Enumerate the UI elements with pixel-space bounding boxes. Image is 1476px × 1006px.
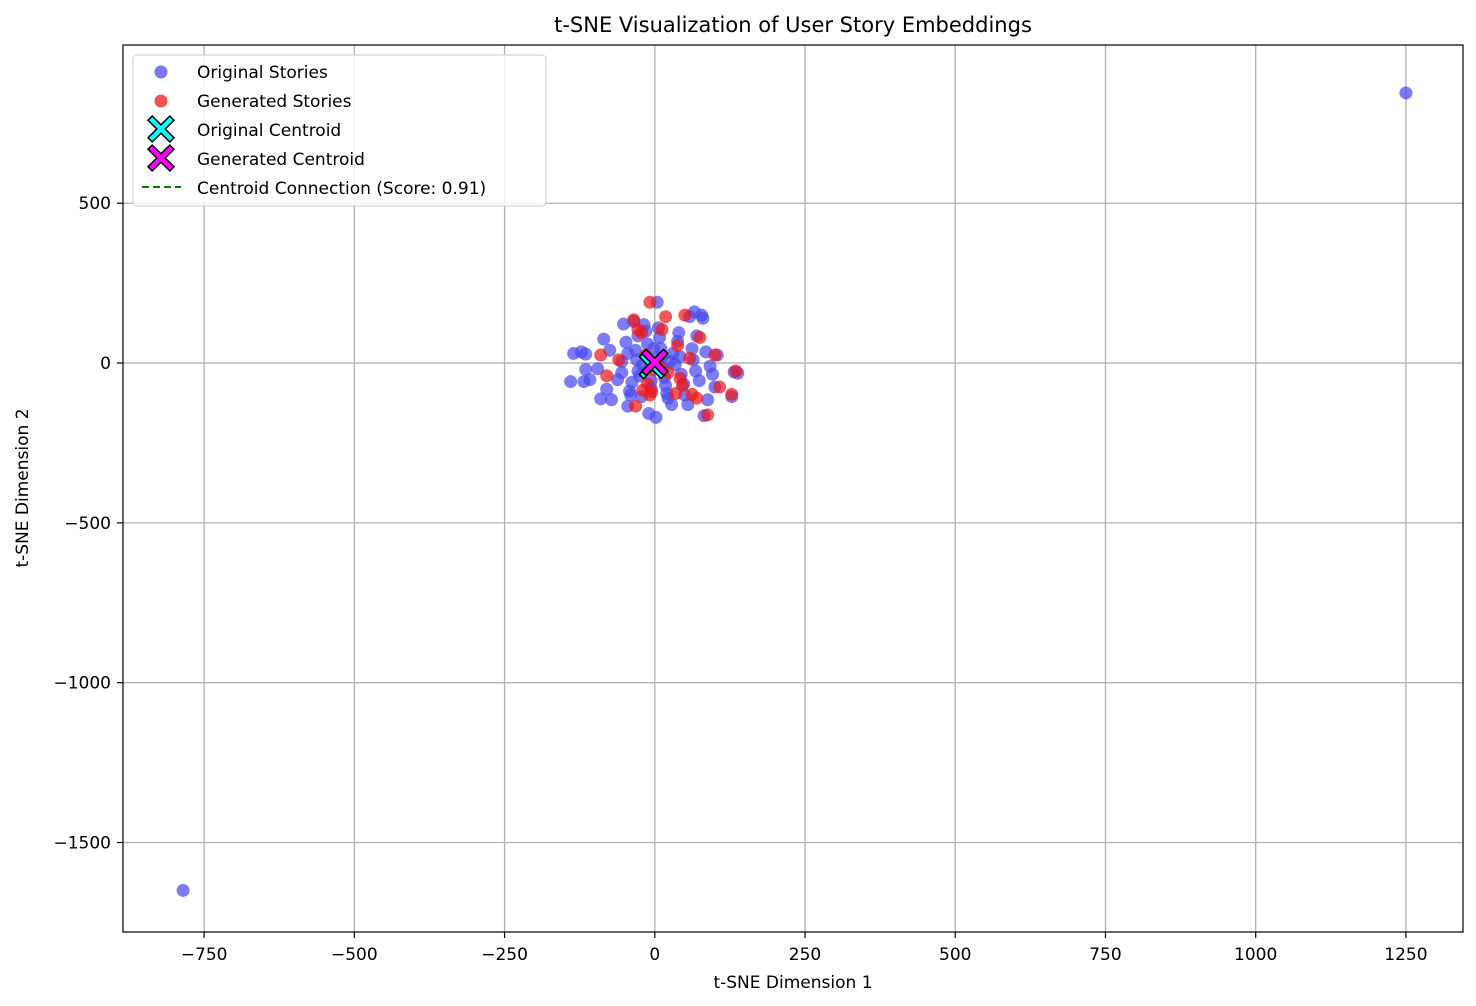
legend-box (132, 54, 547, 207)
original-story-point (649, 410, 663, 424)
original-story-point (615, 366, 629, 380)
y-tick-label: −1500 (53, 834, 111, 854)
y-tick-label: −500 (64, 514, 111, 534)
x-tick-label: 1000 (1234, 945, 1277, 965)
x-tick-label: −750 (181, 945, 228, 965)
generated-story-point (683, 351, 697, 365)
original-story-point (624, 388, 638, 402)
original-story-point (692, 374, 706, 388)
original-story-point (605, 393, 619, 407)
original-story-point (705, 367, 719, 381)
generated-story-point (655, 322, 669, 336)
original-story-point (600, 382, 614, 396)
generated-story-point (678, 308, 692, 322)
generated-story-point (635, 326, 649, 340)
original-story-point (672, 326, 686, 340)
original-story-point (701, 393, 715, 407)
y-tick-label: −1000 (53, 674, 111, 694)
original-story-point (663, 354, 677, 368)
legend-generated-marker (154, 94, 168, 108)
legend-original-centroid-label: Original Centroid (197, 121, 341, 141)
original-story-point (564, 375, 578, 389)
original-story-point (696, 311, 710, 325)
legend-generated-centroid-marker (146, 143, 176, 173)
original-story-point (579, 362, 593, 376)
generated-story-point (693, 330, 707, 344)
original-story-point (619, 335, 633, 349)
original-story-point (1399, 86, 1413, 100)
y-tick-label: 0 (100, 354, 111, 374)
generated-story-point (600, 369, 614, 383)
generated-story-point (659, 310, 673, 324)
generated-story-point (671, 338, 685, 352)
original-story-point (681, 398, 695, 412)
generated-centroid-marker (640, 348, 669, 377)
plot-frame (122, 44, 1464, 933)
x-tick-label: 250 (789, 945, 821, 965)
legend-original-marker (154, 65, 168, 79)
x-tick-label: 500 (939, 945, 971, 965)
original-story-point (597, 332, 611, 346)
y-axis-ticks: −1500 −1000 −500 0 500 (53, 194, 123, 854)
generated-story-point (594, 348, 608, 362)
generated-story-point (713, 380, 727, 394)
x-tick-label: 0 (649, 945, 660, 965)
generated-story-point (629, 399, 643, 413)
original-story-point (617, 317, 631, 331)
original-story-point (583, 373, 597, 387)
generated-story-point (690, 391, 704, 405)
chart-title: t-SNE Visualization of User Story Embedd… (554, 13, 1032, 37)
legend-connection-label: Centroid Connection (Score: 0.91) (197, 179, 486, 199)
generated-story-point (643, 295, 657, 309)
y-tick-label: 500 (79, 194, 111, 214)
x-tick-label: 1250 (1384, 945, 1427, 965)
generated-story-point (725, 387, 739, 401)
generated-story-point (612, 353, 626, 367)
y-axis-title: t-SNE Dimension 2 (13, 408, 33, 567)
x-axis-ticks: −750 −500 −250 0 250 500 750 1000 1250 (181, 932, 1428, 965)
centroid-markers (638, 348, 669, 380)
generated-story-point (708, 348, 722, 362)
legend-original-label: Original Stories (197, 63, 328, 83)
x-tick-label: −500 (331, 945, 378, 965)
original-story-point (594, 392, 608, 406)
original-story-point (629, 343, 643, 357)
original-story-point (665, 398, 679, 412)
generated-story-point (643, 388, 657, 402)
original-story-point (176, 883, 190, 897)
legend-original-centroid-marker (146, 114, 176, 144)
x-tick-label: 750 (1089, 945, 1121, 965)
original-story-point (579, 347, 593, 361)
legend: Original Stories Generated Stories Origi… (132, 54, 547, 207)
original-story-point (673, 350, 687, 364)
original-story-point (591, 362, 605, 376)
x-tick-label: −250 (481, 945, 528, 965)
legend-generated-centroid-label: Generated Centroid (197, 150, 365, 170)
generated-story-point (675, 378, 689, 392)
legend-generated-label: Generated Stories (197, 92, 352, 112)
x-axis-title: t-SNE Dimension 1 (713, 973, 872, 993)
generated-story-point (729, 364, 743, 378)
generated-story-point (701, 408, 715, 422)
